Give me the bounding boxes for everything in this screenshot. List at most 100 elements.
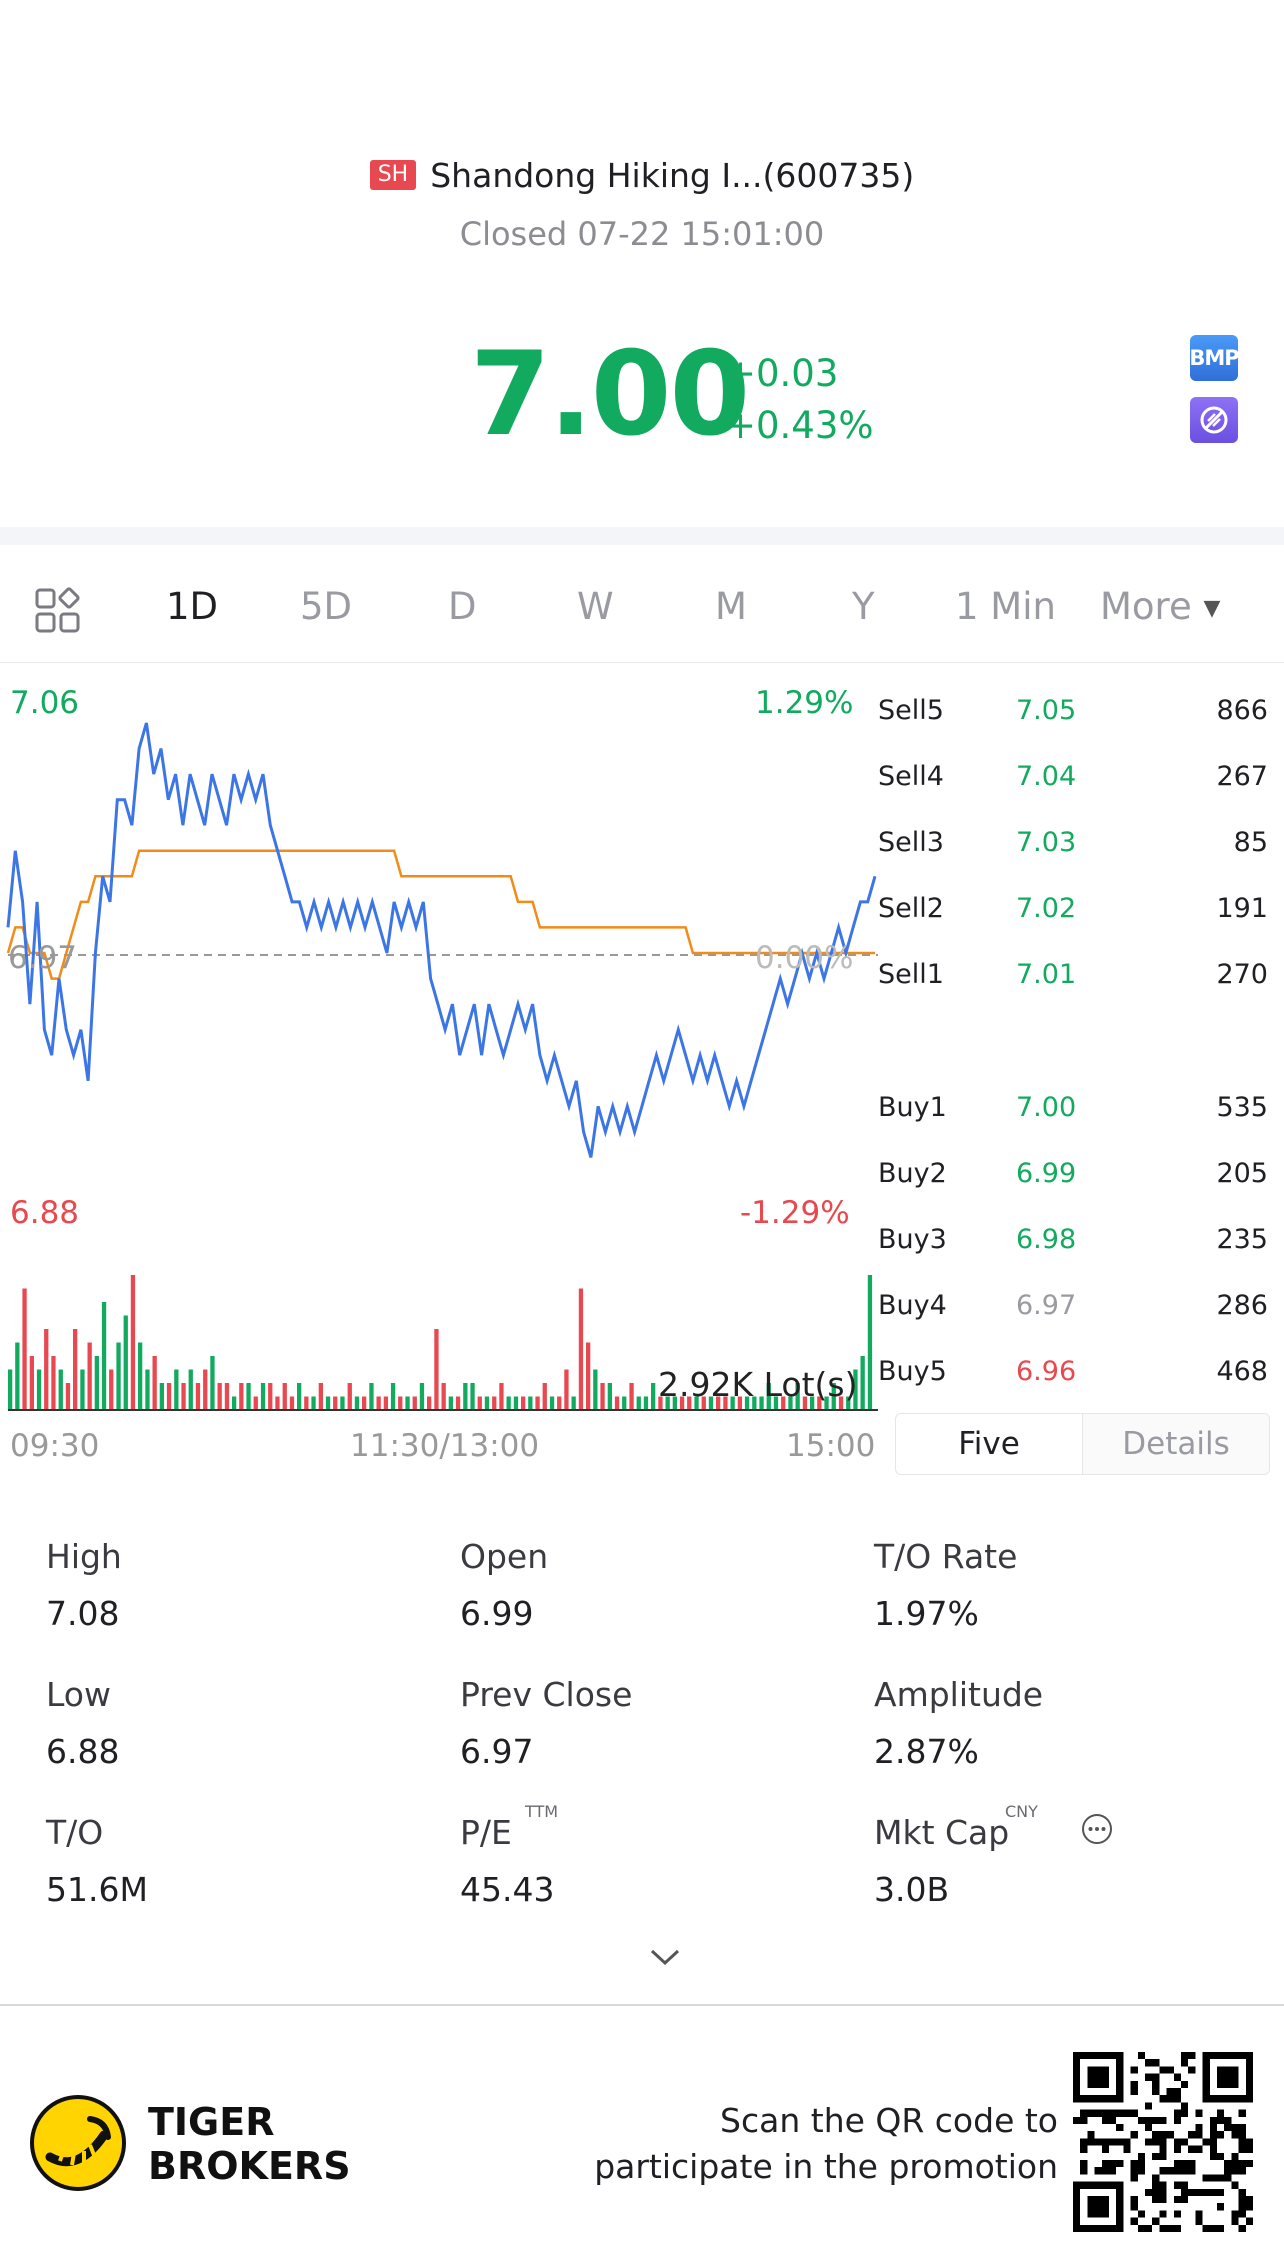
volume-bar	[282, 1383, 287, 1410]
volume-bar	[781, 1396, 786, 1410]
buy3-price: 6.98	[1016, 1224, 1077, 1255]
price-change-pct: +0.43%	[725, 404, 874, 447]
volume-bar	[138, 1342, 143, 1410]
volume-bar	[51, 1356, 56, 1410]
volume-bar	[116, 1342, 121, 1410]
volume-bar	[195, 1383, 201, 1410]
volume-bar	[701, 1396, 706, 1410]
volume-bar	[412, 1396, 417, 1410]
volume-label: 2.92K Lot(s)	[658, 1365, 858, 1404]
intraday-chart[interactable]	[0, 663, 880, 1423]
last-price: 7.00	[470, 327, 750, 462]
stat-mkt-cap-value: 3.0B	[874, 1870, 950, 1909]
volume-bar	[455, 1396, 461, 1410]
tab-day[interactable]: D	[448, 585, 477, 628]
volume-bar	[260, 1383, 266, 1410]
tab-more[interactable]: More ▼	[1100, 585, 1220, 628]
volume-bar	[607, 1383, 612, 1410]
tab-5d[interactable]: 5D	[300, 585, 353, 628]
stat-amplitude-value: 2.87%	[874, 1732, 979, 1771]
volume-bar	[730, 1396, 735, 1410]
sell2-volume: 191	[1216, 893, 1268, 924]
stat-mkt-cap-superscript: CNY	[1005, 1802, 1038, 1821]
volume-bar	[44, 1329, 49, 1410]
sell1-volume: 270	[1216, 959, 1268, 990]
volume-bar	[564, 1369, 569, 1410]
volume-bar	[824, 1396, 829, 1410]
volume-bar	[109, 1369, 114, 1410]
tab-1d[interactable]: 1D	[166, 585, 219, 628]
expand-chevron-icon[interactable]	[648, 1945, 682, 1973]
volume-bar	[246, 1383, 251, 1410]
volume-bar	[318, 1383, 323, 1410]
volume-bar	[101, 1302, 107, 1410]
zero-pct-label: 0.00%	[755, 940, 854, 976]
volume-bar	[311, 1396, 316, 1410]
volume-bar	[723, 1396, 728, 1410]
time-label-open: 09:30	[10, 1428, 100, 1464]
volume-bar	[29, 1356, 34, 1410]
volume-bar	[614, 1396, 620, 1410]
tab-details[interactable]: Details	[1083, 1414, 1269, 1474]
time-label-close: 15:00	[786, 1428, 876, 1464]
volume-bar	[340, 1396, 345, 1410]
caret-down-icon: ▼	[1203, 596, 1221, 621]
sell2-price: 7.02	[1016, 893, 1077, 924]
volume-bar	[22, 1288, 27, 1410]
tab-1min[interactable]: 1 Min	[955, 585, 1056, 628]
volume-bar	[817, 1396, 822, 1410]
tab-week[interactable]: W	[577, 585, 614, 628]
sell4-volume: 267	[1216, 761, 1268, 792]
volume-bar	[679, 1396, 685, 1410]
volume-bar	[253, 1396, 258, 1410]
sell3-label: Sell3	[878, 827, 944, 858]
stat-pe-label: P/E	[460, 1813, 512, 1852]
volume-bar	[795, 1383, 800, 1410]
bmp-icon[interactable]: BMP	[1189, 335, 1240, 381]
footer-divider	[0, 2004, 1284, 2006]
volume-bar	[846, 1396, 851, 1410]
stat-amplitude-label: Amplitude	[874, 1675, 1044, 1714]
tab-year[interactable]: Y	[852, 585, 875, 628]
volume-bar	[58, 1369, 63, 1410]
volume-bar	[860, 1356, 865, 1410]
volume-bar	[427, 1396, 432, 1410]
volume-bar	[513, 1396, 519, 1410]
volume-bar	[419, 1383, 425, 1410]
volume-bar	[441, 1383, 446, 1410]
order-book-sell4: Sell4 7.04 267	[878, 761, 1268, 801]
margin-disabled-icon[interactable]	[1190, 397, 1238, 443]
volume-bar	[166, 1383, 172, 1410]
volume-bar	[8, 1369, 13, 1410]
tab-month[interactable]: M	[715, 585, 747, 628]
stat-high-label: High	[46, 1537, 122, 1576]
more-options-icon[interactable]	[1080, 1812, 1114, 1850]
volume-bar	[744, 1396, 750, 1410]
buy4-volume: 286	[1216, 1290, 1268, 1321]
sell5-volume: 866	[1216, 695, 1268, 726]
tiger-logo-icon	[30, 2095, 126, 2195]
volume-bar	[593, 1369, 598, 1410]
chart-low-pct: -1.29%	[740, 1195, 850, 1231]
volume-bar	[448, 1396, 453, 1410]
stat-to-rate-label: T/O Rate	[874, 1537, 1018, 1576]
volume-bar	[188, 1369, 193, 1410]
stat-pe-value: 45.43	[460, 1870, 555, 1909]
sell5-price: 7.05	[1016, 695, 1077, 726]
volume-bar	[94, 1356, 99, 1410]
tab-five[interactable]: Five	[896, 1414, 1083, 1474]
buy4-label: Buy4	[878, 1290, 947, 1321]
volume-bar	[275, 1396, 280, 1410]
order-book-buy4: Buy4 6.97 286	[878, 1290, 1268, 1330]
stock-title-row: SH Shandong Hiking I...(600735)	[0, 150, 1284, 200]
layout-grid-icon[interactable]	[34, 587, 82, 644]
volume-bar	[224, 1383, 230, 1410]
qr-code[interactable]	[1073, 2052, 1253, 2232]
order-book-buy5: Buy5 6.96 468	[878, 1356, 1268, 1396]
brand-line-1: TIGER	[148, 2100, 275, 2144]
volume-bar	[578, 1288, 584, 1410]
volume-bar	[549, 1396, 555, 1410]
order-book-sell2: Sell2 7.02 191	[878, 893, 1268, 933]
volume-bar	[398, 1396, 403, 1410]
volume-bar	[658, 1396, 663, 1410]
